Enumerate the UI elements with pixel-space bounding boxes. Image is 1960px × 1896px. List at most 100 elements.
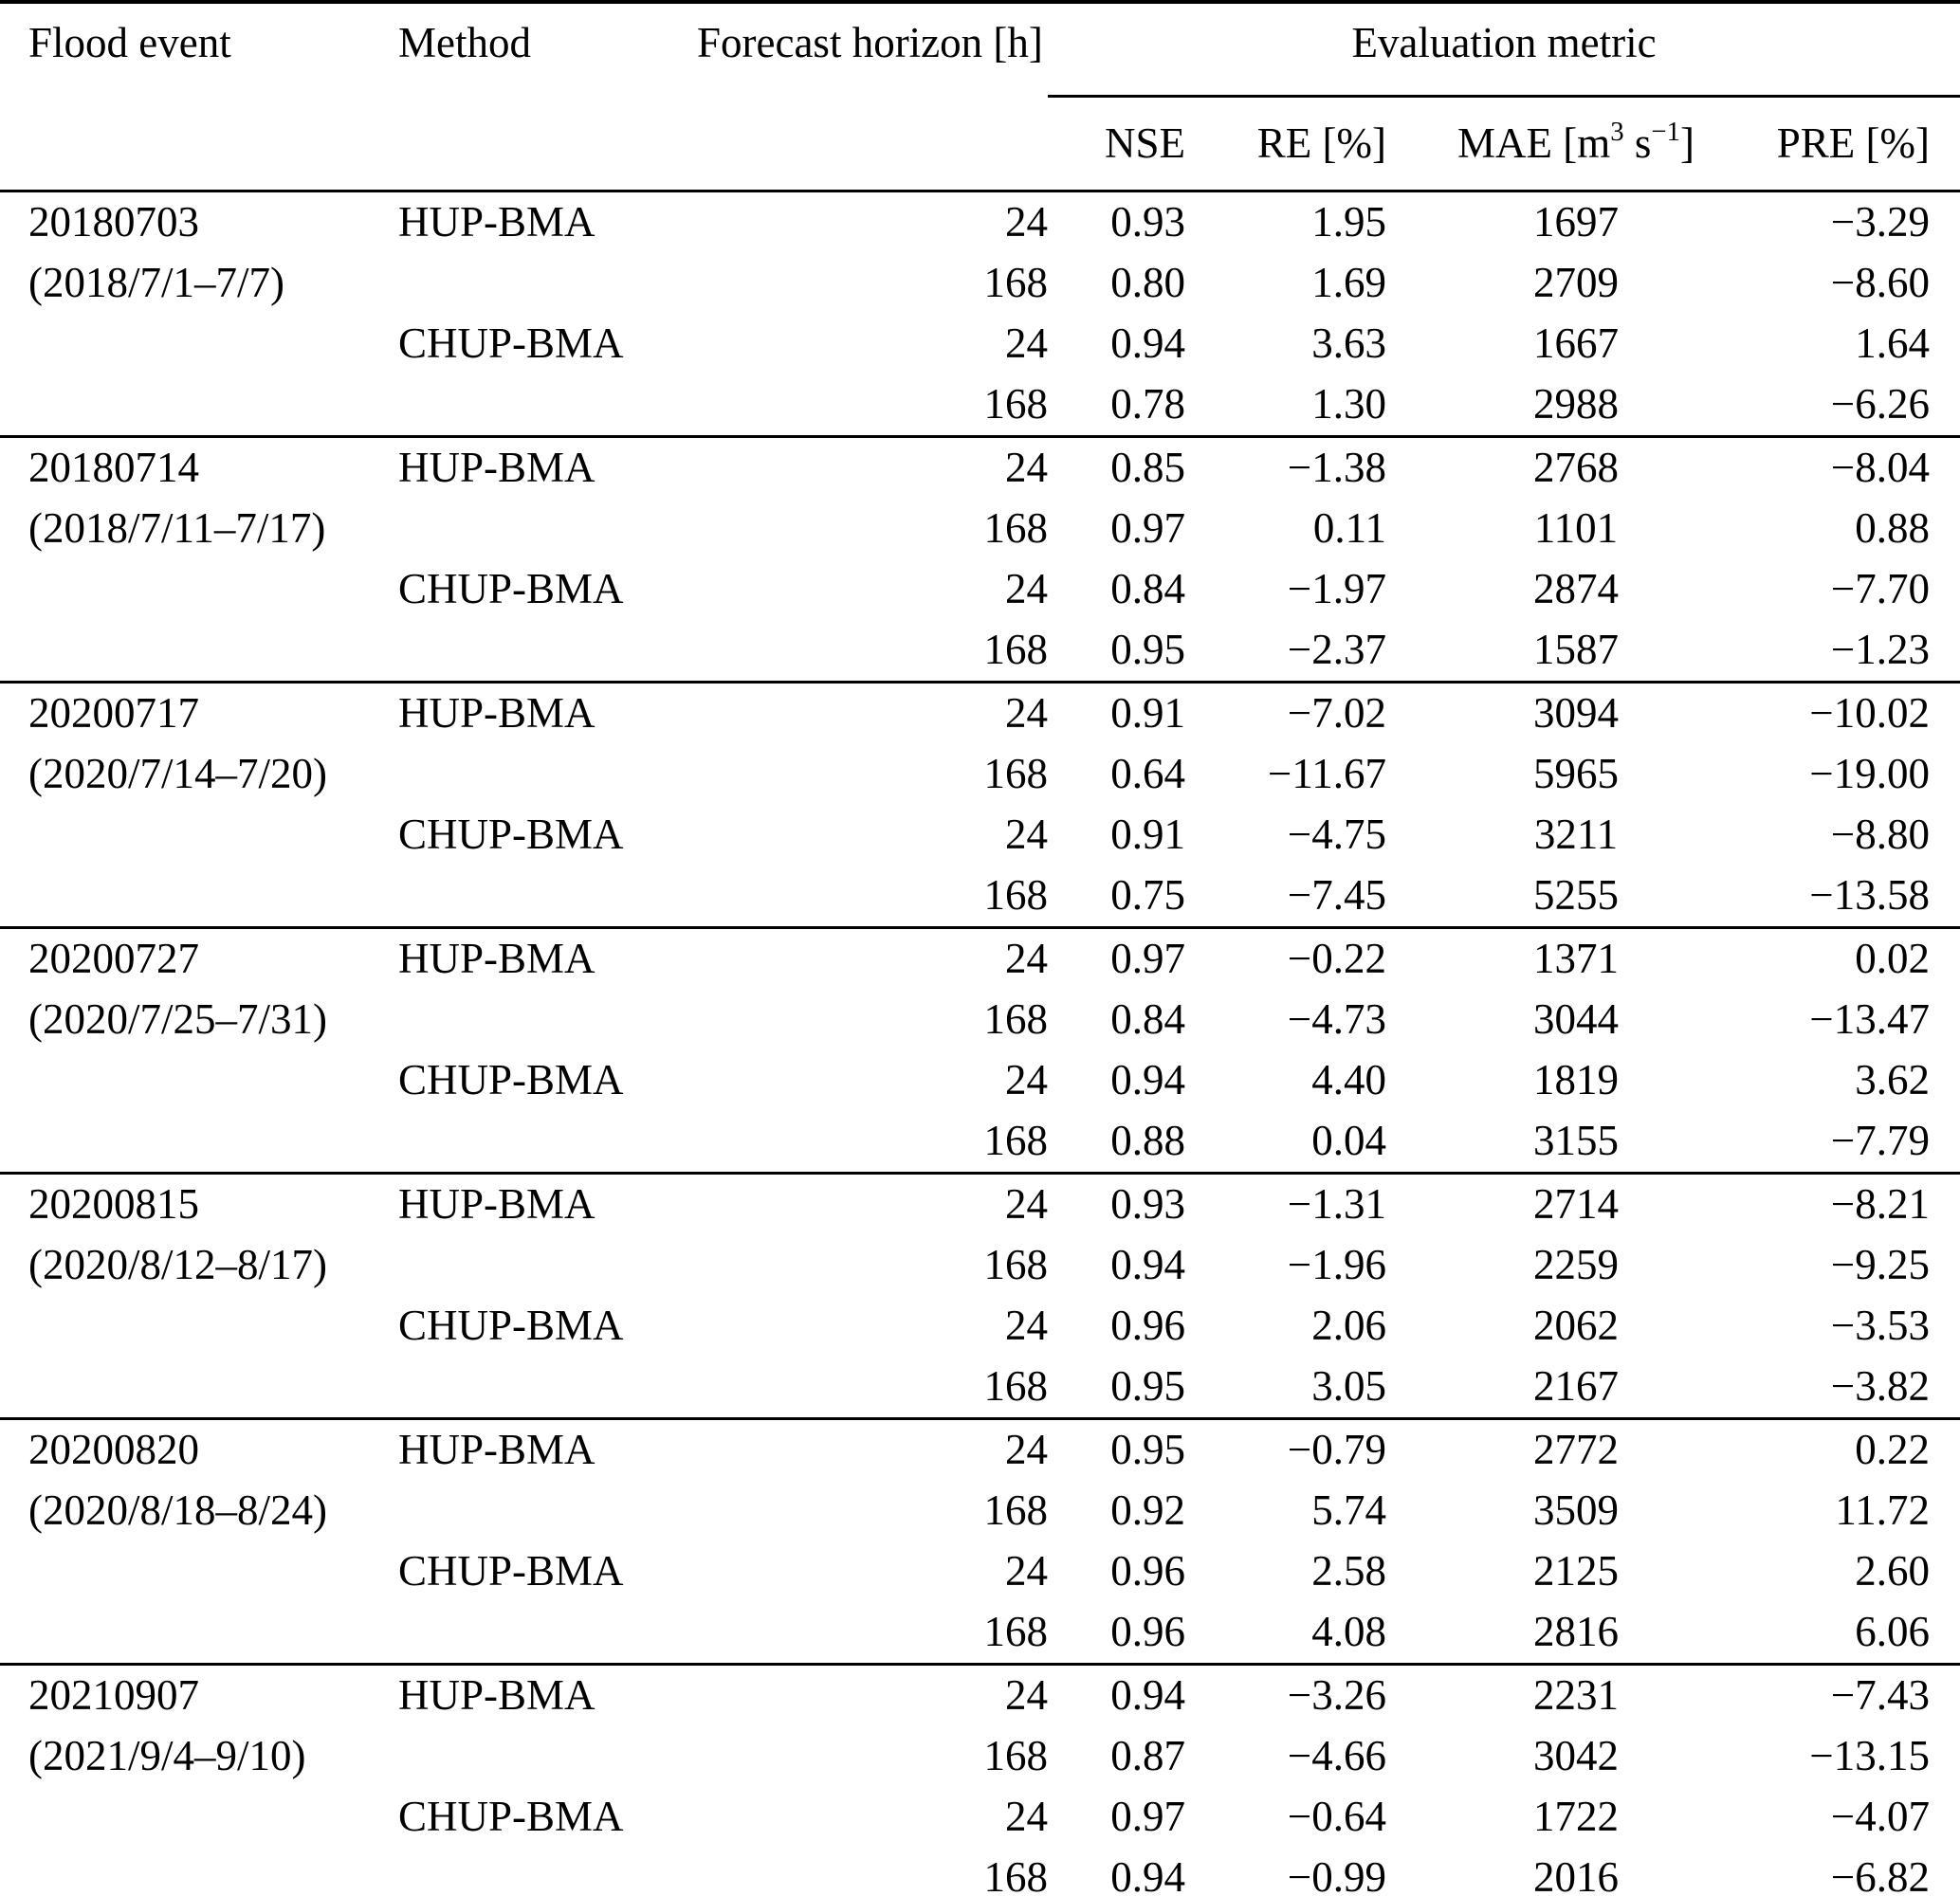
re-value: −0.22 — [1185, 926, 1386, 990]
re-value: 1.30 — [1311, 380, 1386, 428]
table-header: Flood event Method Forecast horizon [h] … — [0, 2, 1960, 192]
mae-value: 2714 — [1386, 1172, 1766, 1235]
flood-event-block: 20210907 HUP-BMA 24 0.94 −3.26 2231 −7.4… — [0, 1663, 1960, 1896]
mae-unit-exponent-minus1: −1 — [1651, 117, 1681, 148]
nse-value: 0.95 — [1048, 1417, 1185, 1481]
mae-value: 2231 — [1386, 1663, 1766, 1726]
pre-value: −8.80 — [1830, 811, 1931, 859]
flood-event-block: 20180714 HUP-BMA 24 0.85 −1.38 2768 −8.0… — [0, 435, 1960, 683]
mae-value: 2062 — [1533, 1302, 1619, 1350]
table-row: 20200727 HUP-BMA 24 0.97 −0.22 1371 0.02 — [0, 926, 1960, 990]
table-row: (2020/8/18–8/24) 168 0.92 5.74 3509 11.7… — [0, 1481, 1960, 1541]
table-row: 20200820 HUP-BMA 24 0.95 −0.79 2772 0.22 — [0, 1417, 1960, 1481]
mae-value: 2768 — [1386, 435, 1766, 499]
pre-value: −7.70 — [1830, 565, 1931, 613]
pre-value: −4.07 — [1830, 1793, 1931, 1841]
mae-value: 1722 — [1533, 1793, 1619, 1841]
flood-event-id: 20200815 — [0, 1172, 398, 1235]
table-row: CHUP-BMA 24 0.97 −0.64 1722 −4.07 — [0, 1787, 1960, 1848]
nse-value: 0.95 — [1110, 1362, 1185, 1411]
pre-value: 0.22 — [1766, 1417, 1960, 1481]
forecast-horizon-value: 24 — [697, 926, 1048, 990]
pre-value: −8.04 — [1766, 435, 1960, 499]
nse-value: 0.94 — [1110, 319, 1185, 368]
forecast-horizon-value: 168 — [983, 626, 1049, 674]
method-label — [398, 1726, 697, 1787]
method-label — [398, 253, 697, 314]
table-row: 20200815 HUP-BMA 24 0.93 −1.31 2714 −8.2… — [0, 1172, 1960, 1235]
nse-value: 0.91 — [1048, 681, 1185, 744]
mae-value: 3509 — [1533, 1486, 1619, 1535]
method-label: CHUP-BMA — [398, 319, 624, 368]
method-label — [398, 1111, 697, 1174]
forecast-horizon-value: 24 — [1005, 1547, 1048, 1595]
mae-value: 2125 — [1533, 1547, 1619, 1595]
mae-value: 5965 — [1533, 750, 1619, 798]
nse-value: 0.91 — [1110, 811, 1185, 859]
flood-event-empty-cell — [0, 620, 398, 683]
table-row: (2021/9/4–9/10) 168 0.87 −4.66 3042 −13.… — [0, 1726, 1960, 1787]
flood-event-empty-cell — [0, 1357, 398, 1419]
nse-value: 0.97 — [1048, 926, 1185, 990]
nse-value: 0.94 — [1110, 1853, 1185, 1896]
re-value: −7.45 — [1287, 871, 1386, 920]
method-label — [398, 866, 697, 928]
flood-event-dates: (2018/7/11–7/17) — [28, 504, 326, 553]
mae-value: 3042 — [1533, 1732, 1619, 1780]
method-label: CHUP-BMA — [398, 1302, 624, 1350]
re-value: −0.79 — [1185, 1417, 1386, 1481]
nse-value: 0.88 — [1110, 1117, 1185, 1165]
table-row: 20200717 HUP-BMA 24 0.91 −7.02 3094 −10.… — [0, 681, 1960, 744]
mae-value: 2988 — [1533, 380, 1619, 428]
forecast-horizon-value: 24 — [697, 435, 1048, 499]
nse-value: 0.92 — [1110, 1486, 1185, 1535]
table-row: 20180714 HUP-BMA 24 0.85 −1.38 2768 −8.0… — [0, 435, 1960, 499]
nse-value: 0.97 — [1110, 504, 1185, 553]
flood-event-empty-cell — [0, 314, 398, 374]
flood-event-dates: (2020/7/25–7/31) — [28, 995, 327, 1044]
method-label: CHUP-BMA — [398, 811, 624, 859]
table-row: 168 0.78 1.30 2988 −6.26 — [0, 374, 1960, 437]
nse-value: 0.64 — [1110, 750, 1185, 798]
mae-value: 2016 — [1533, 1853, 1619, 1896]
forecast-horizon-value: 24 — [697, 681, 1048, 744]
method-label: HUP-BMA — [398, 1663, 697, 1726]
nse-value: 0.80 — [1110, 259, 1185, 307]
flood-event-dates: (2018/7/1–7/7) — [28, 259, 284, 307]
re-value: 0.11 — [1312, 504, 1386, 553]
pre-value: −7.43 — [1766, 1663, 1960, 1726]
nse-value: 0.94 — [1110, 1056, 1185, 1104]
forecast-horizon-value: 24 — [1005, 1793, 1048, 1841]
forecast-horizon-value: 168 — [983, 1486, 1049, 1535]
table-row: 168 0.96 4.08 2816 6.06 — [0, 1602, 1960, 1665]
forecast-horizon-value: 168 — [983, 1608, 1049, 1656]
flood-event-empty-cell — [0, 1541, 398, 1602]
method-label — [398, 1602, 697, 1665]
mae-value: 5255 — [1533, 871, 1619, 920]
method-label: HUP-BMA — [398, 1417, 697, 1481]
table-row: 20180703 HUP-BMA 24 0.93 1.95 1697 −3.29 — [0, 190, 1960, 253]
pre-value: −19.00 — [1809, 750, 1931, 798]
method-label: CHUP-BMA — [398, 565, 624, 613]
pre-value: −3.53 — [1830, 1302, 1931, 1350]
re-value: −11.67 — [1268, 750, 1386, 798]
pre-value: 11.72 — [1835, 1486, 1931, 1535]
table-row: CHUP-BMA 24 0.94 3.63 1667 1.64 — [0, 314, 1960, 374]
mae-value: 2167 — [1533, 1362, 1619, 1411]
nse-value: 0.94 — [1048, 1663, 1185, 1726]
nse-value: 0.84 — [1110, 565, 1185, 613]
flood-event-block: 20200717 HUP-BMA 24 0.91 −7.02 3094 −10.… — [0, 681, 1960, 928]
mae-unit-exponent-3: 3 — [1610, 117, 1624, 148]
forecast-horizon-value: 24 — [697, 1663, 1048, 1726]
table-row: (2018/7/11–7/17) 168 0.97 0.11 1101 0.88 — [0, 499, 1960, 559]
re-value: 1.69 — [1311, 259, 1386, 307]
col-header-re: RE [%] — [1185, 96, 1386, 192]
mae-value: 1667 — [1533, 319, 1619, 368]
nse-value: 0.96 — [1110, 1608, 1185, 1656]
table-row: CHUP-BMA 24 0.96 2.06 2062 −3.53 — [0, 1296, 1960, 1357]
header-row-groups: Flood event Method Forecast horizon [h] … — [0, 2, 1960, 192]
method-label: HUP-BMA — [398, 1172, 697, 1235]
flood-event-empty-cell — [0, 805, 398, 866]
forecast-horizon-value: 24 — [1005, 811, 1048, 859]
table-row: 168 0.75 −7.45 5255 −13.58 — [0, 866, 1960, 928]
